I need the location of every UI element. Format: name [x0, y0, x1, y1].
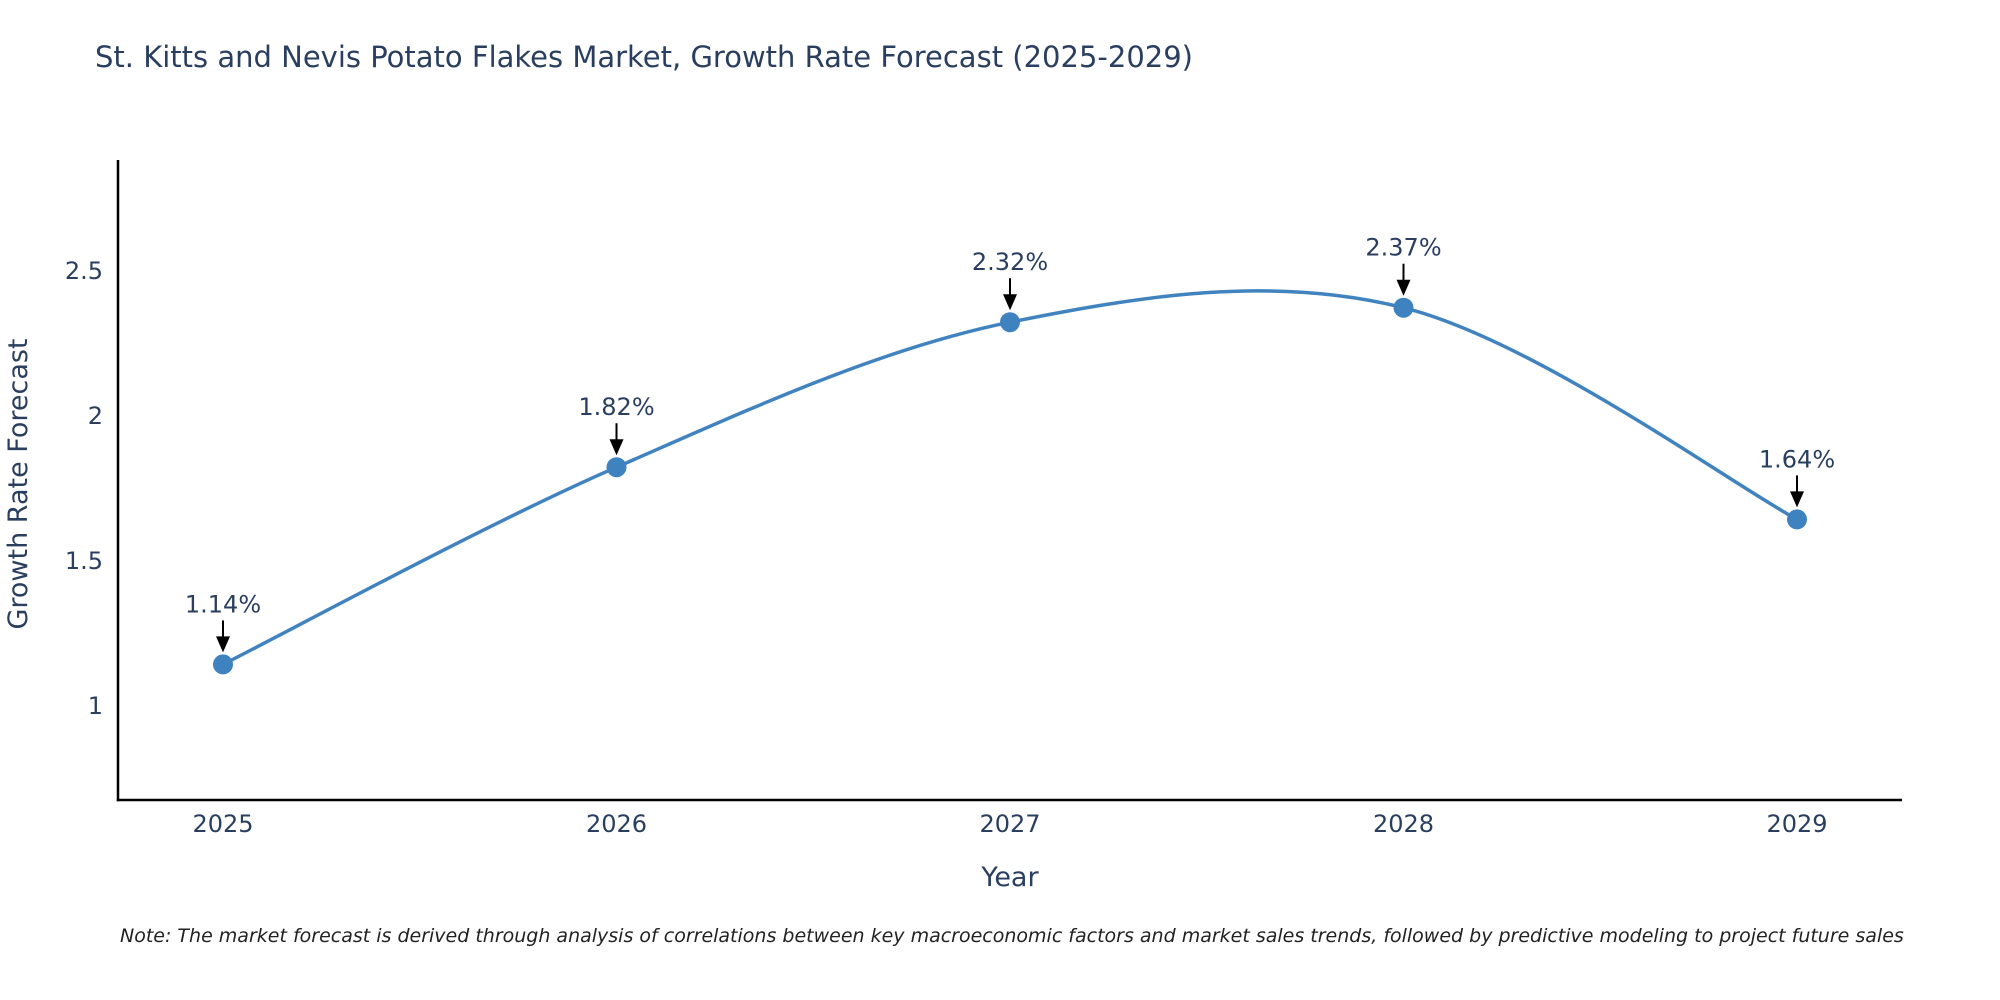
- annotation-label-2026: 1.82%: [578, 393, 654, 421]
- data-point-2028[interactable]: [1393, 297, 1414, 318]
- y-tick-label: 1.5: [65, 547, 103, 575]
- annotation-arrowhead-icon: [1003, 294, 1017, 311]
- annotation-arrowhead-icon: [609, 439, 624, 456]
- data-point-2027[interactable]: [1000, 312, 1020, 333]
- footnote: Note: The market forecast is derived thr…: [120, 925, 1904, 947]
- annotation-label-2025: 1.14%: [185, 590, 261, 618]
- x-tick-label: 2026: [586, 810, 647, 838]
- x-tick-label: 2028: [1373, 810, 1434, 838]
- line-series: [213, 289, 1807, 675]
- y-tick-label: 2: [88, 402, 103, 430]
- annotation-label-2029: 1.64%: [1759, 445, 1835, 473]
- data-point-2025[interactable]: [213, 654, 233, 675]
- annotations-layer: 1.14% 1.82% 2.32% 2.37% 1.64%: [185, 234, 1835, 653]
- annotation-label-2027: 2.32%: [972, 248, 1048, 276]
- y-tick-label: 2.5: [65, 257, 103, 285]
- axis-ticks: 1 1.5 2 2.5 2025 2026 2027 2028 2029: [65, 257, 1828, 838]
- annotation-arrowhead-icon: [1790, 491, 1804, 508]
- x-tick-label: 2025: [192, 810, 253, 838]
- annotation-label-2028: 2.37%: [1365, 234, 1441, 262]
- y-tick-label: 1: [88, 692, 103, 720]
- growth-rate-line: [221, 289, 1799, 667]
- x-tick-label: 2027: [979, 810, 1040, 838]
- chart-title: St. Kitts and Nevis Potato Flakes Market…: [95, 40, 1193, 74]
- y-axis-title: Growth Rate Forecast: [3, 338, 34, 629]
- x-axis-title: Year: [980, 862, 1039, 893]
- data-point-2029[interactable]: [1787, 509, 1807, 530]
- data-point-2026[interactable]: [606, 457, 627, 478]
- x-tick-label: 2029: [1766, 810, 1827, 838]
- annotation-arrowhead-icon: [216, 636, 230, 653]
- annotation-arrowhead-icon: [1396, 279, 1411, 296]
